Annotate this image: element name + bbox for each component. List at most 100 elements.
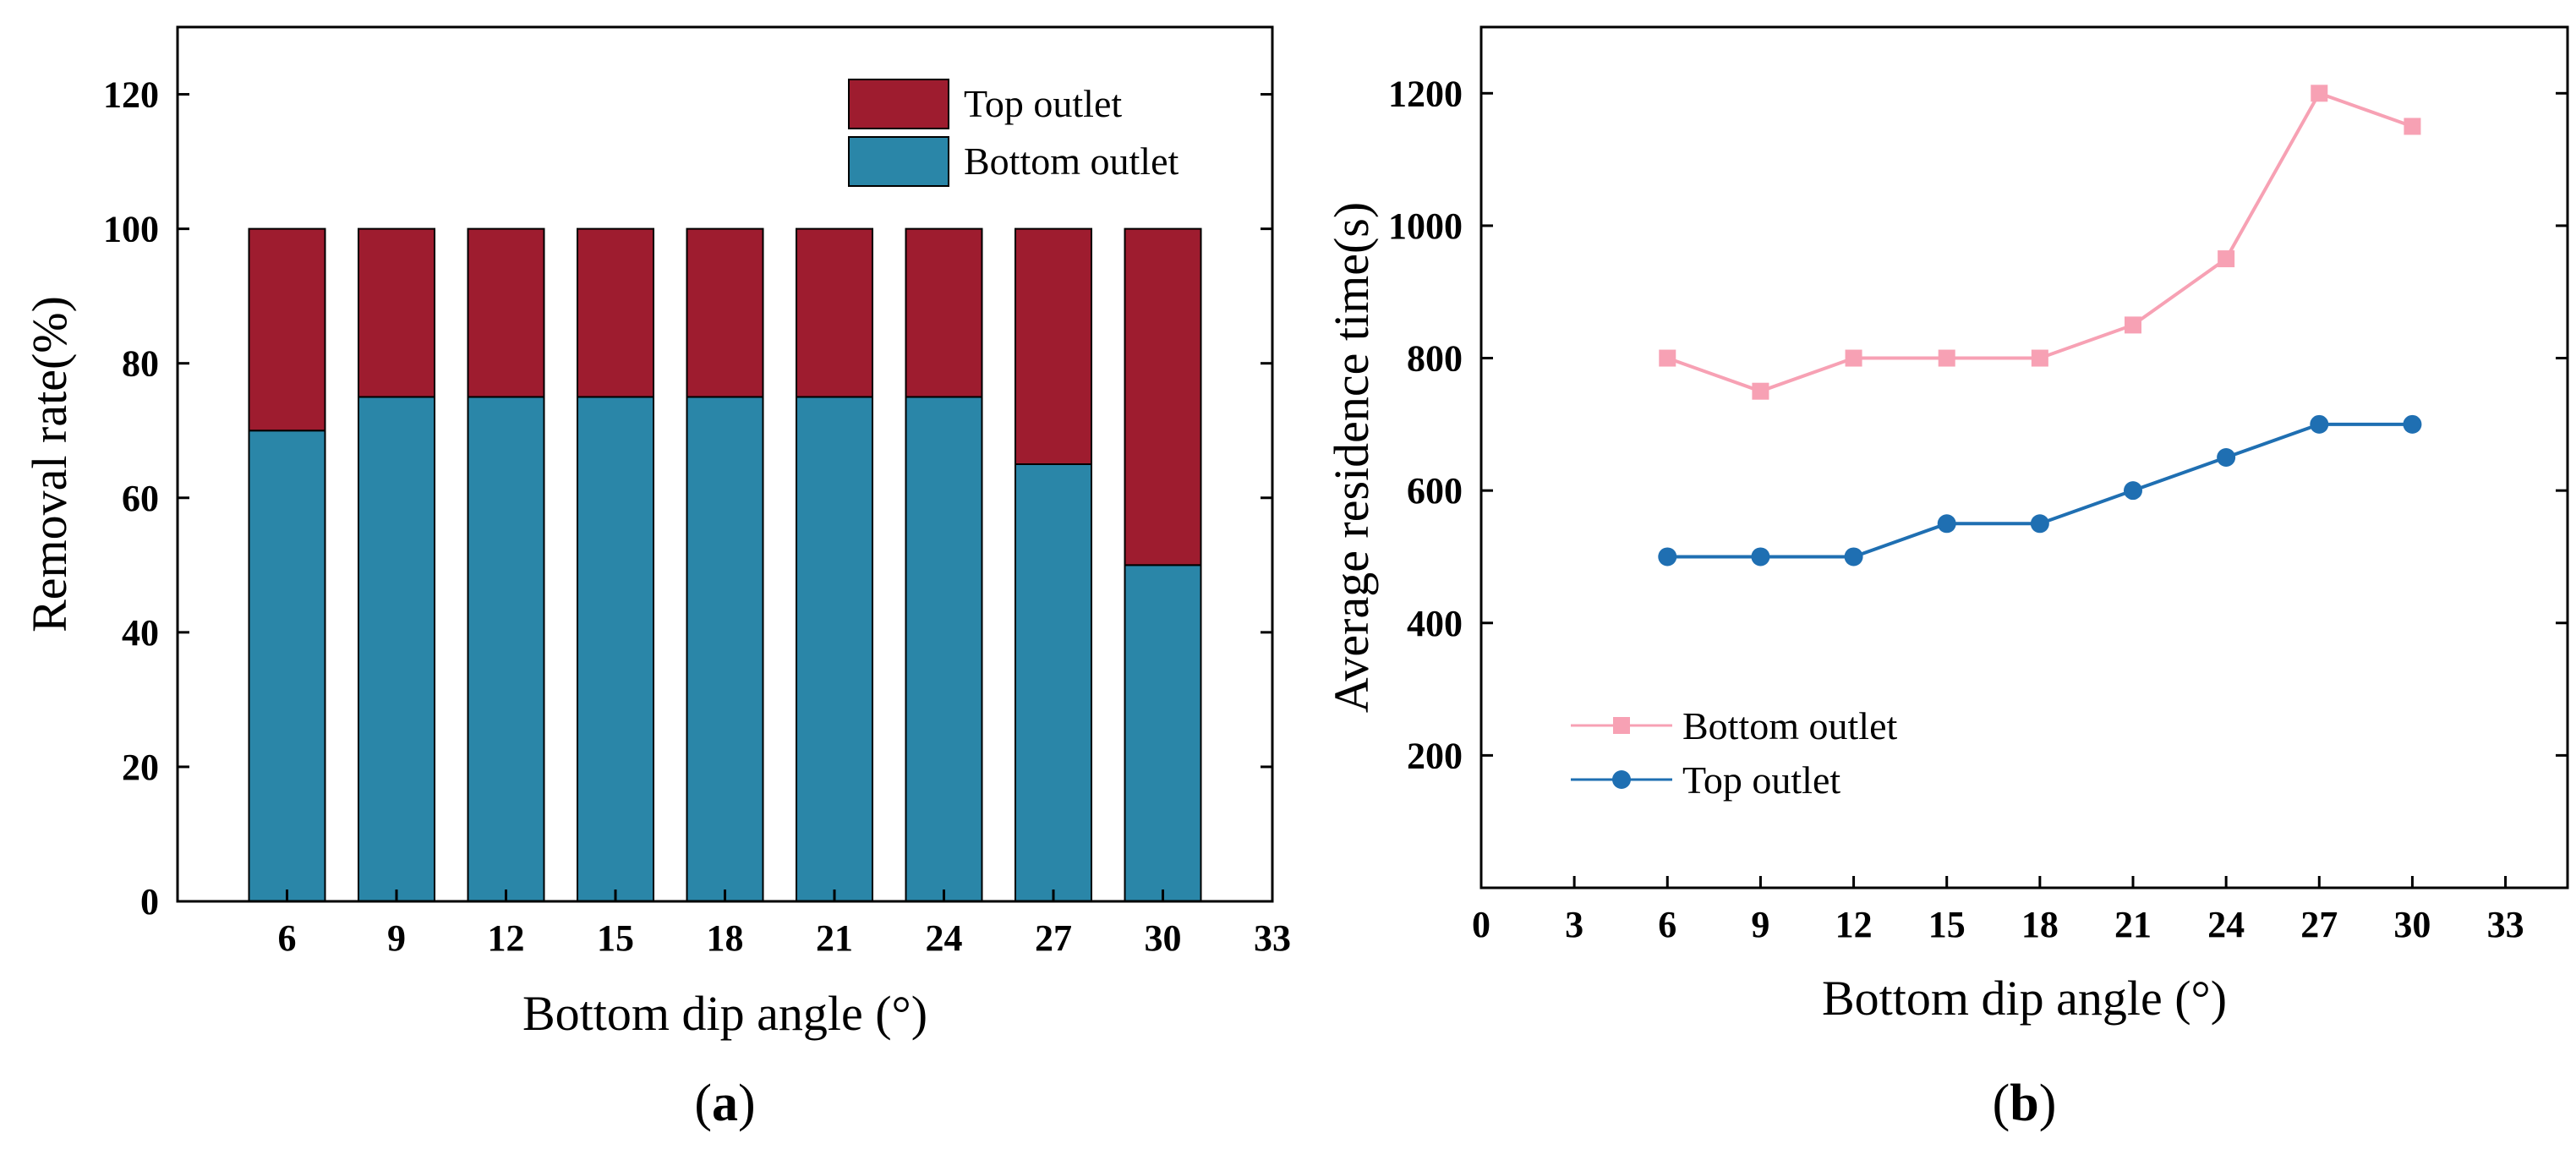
panel-b-legend: Bottom outlet Top outlet [1571, 704, 1898, 802]
bar-bottom-outlet-12 [467, 396, 545, 902]
panel-a-legend: Top outlet Bottom outlet [848, 79, 1179, 187]
x-tick-label-15: 15 [597, 917, 634, 959]
x-tick-label-27: 27 [2300, 904, 2338, 945]
bar-bottom-outlet-21 [796, 396, 873, 902]
x-tick-label-30: 30 [2393, 904, 2431, 945]
point-top-outlet-12 [1844, 547, 1863, 567]
point-top-outlet-9 [1751, 547, 1770, 567]
bar-top-outlet-9 [358, 227, 435, 398]
panel-b-residence-time-chart: 0 3 6 9 12 15 18 21 24 27 30 33 200 400 600 800 1000 120… [1324, 25, 2569, 1132]
panel-a-x-ticks: 6 9 12 15 18 21 24 27 30 33 [278, 890, 1291, 959]
x-tick-label-30: 30 [1145, 917, 1182, 959]
legend-marker-top-outlet [1612, 770, 1631, 789]
x-tick-label-3: 3 [1565, 904, 1583, 945]
bar-top-outlet-15 [577, 227, 654, 398]
bar-top-outlet-30 [1124, 227, 1202, 567]
panel-a-y-ticks: 0 20 40 60 80 100 120 [103, 74, 1272, 922]
x-tick-label-21: 21 [2114, 904, 2152, 945]
point-top-outlet-21 [2124, 481, 2142, 501]
panel-b-label: (b) [1993, 1075, 2057, 1132]
bar-bottom-outlet-15 [577, 396, 654, 902]
panel-a-label: (a) [694, 1075, 755, 1132]
legend-swatch-top-outlet [848, 79, 949, 129]
panel-a-y-axis-title: Removal rate(%) [22, 296, 77, 632]
point-bottom-outlet-21 [2125, 316, 2141, 334]
legend-swatch-bottom-outlet [848, 136, 949, 187]
bar-bottom-outlet-27 [1015, 463, 1092, 902]
point-top-outlet-24 [2217, 448, 2236, 467]
x-tick-label-18: 18 [2021, 904, 2059, 945]
panel-b-series [1658, 85, 2422, 567]
bar-bottom-outlet-6 [248, 430, 326, 902]
point-bottom-outlet-24 [2218, 250, 2235, 268]
point-top-outlet-30 [2403, 414, 2422, 434]
bar-top-outlet-6 [248, 227, 326, 432]
bar-bottom-outlet-30 [1124, 564, 1202, 902]
panel-b-y-axis-title: Average residence time(s) [1324, 202, 1379, 713]
panel-b-label-open: ( [1993, 1075, 2010, 1132]
panel-b-label-letter: b [2010, 1075, 2038, 1132]
point-bottom-outlet-6 [1659, 349, 1676, 367]
panel-b-x-ticks: 0 3 6 9 12 15 18 21 24 27 30 33 [1472, 876, 2524, 945]
x-tick-label-24: 24 [2207, 904, 2245, 945]
legend-label-top-outlet: Top outlet [964, 82, 1122, 125]
point-top-outlet-27 [2310, 414, 2329, 434]
bar-top-outlet-24 [905, 227, 983, 398]
bar-top-outlet-27 [1015, 227, 1092, 465]
x-tick-label-9: 9 [1751, 904, 1769, 945]
point-top-outlet-6 [1658, 547, 1677, 567]
y-tick-label-40: 40 [122, 612, 159, 654]
panel-a-label-open: ( [694, 1075, 712, 1132]
bar-bottom-outlet-18 [686, 396, 764, 902]
bar-top-outlet-12 [467, 227, 545, 398]
series-line-bottom-outlet [1666, 90, 2414, 393]
x-tick-label-12: 12 [488, 917, 525, 959]
y-tick-label-1000: 1000 [1388, 205, 1463, 247]
panel-a-removal-rate-chart: 6 9 12 15 18 21 24 27 30 33 0 20 40 60 80 100 120 Top o… [22, 25, 1291, 1132]
panel-b-plot-frame [1479, 25, 2569, 890]
point-bottom-outlet-30 [2404, 118, 2421, 135]
y-tick-label-400: 400 [1407, 603, 1463, 644]
x-tick-label-0: 0 [1472, 904, 1490, 945]
x-tick-label-33: 33 [2487, 904, 2524, 945]
bar-top-outlet-21 [796, 227, 873, 398]
y-tick-label-120: 120 [103, 74, 159, 116]
x-tick-label-12: 12 [1835, 904, 1873, 945]
y-tick-label-60: 60 [122, 478, 159, 519]
point-bottom-outlet-9 [1752, 382, 1769, 400]
x-tick-label-27: 27 [1035, 917, 1072, 959]
x-tick-label-6: 6 [278, 917, 297, 959]
y-tick-label-600: 600 [1407, 470, 1463, 512]
x-tick-label-9: 9 [387, 917, 406, 959]
point-bottom-outlet-12 [1845, 349, 1862, 367]
y-tick-label-1200: 1200 [1388, 73, 1463, 114]
point-bottom-outlet-15 [1938, 349, 1955, 367]
point-bottom-outlet-18 [2031, 349, 2048, 367]
panel-b-y-ticks: 200 400 600 800 1000 1200 [1388, 73, 2568, 776]
panel-b-x-axis-title: Bottom dip angle (°) [1822, 971, 2227, 1026]
y-tick-label-200: 200 [1407, 735, 1463, 776]
y-tick-label-80: 80 [122, 343, 159, 385]
bar-bottom-outlet-9 [358, 396, 435, 902]
y-tick-label-0: 0 [140, 881, 159, 922]
legend-label-bottom-outlet: Bottom outlet [964, 140, 1179, 183]
legend-label-top-outlet: Top outlet [1682, 758, 1840, 802]
panel-a-label-letter: a [712, 1075, 738, 1132]
y-tick-label-20: 20 [122, 747, 159, 788]
x-tick-label-15: 15 [1928, 904, 1966, 945]
point-top-outlet-18 [2030, 514, 2049, 534]
point-bottom-outlet-27 [2311, 85, 2328, 102]
y-tick-label-100: 100 [103, 209, 159, 250]
y-tick-label-800: 800 [1407, 338, 1463, 380]
legend-marker-bottom-outlet [1613, 717, 1630, 734]
point-top-outlet-15 [1937, 514, 1956, 534]
x-tick-label-24: 24 [926, 917, 963, 959]
bar-bottom-outlet-24 [905, 396, 983, 902]
x-tick-label-33: 33 [1254, 917, 1291, 959]
series-line-top-outlet [1667, 422, 2413, 559]
x-tick-label-6: 6 [1658, 904, 1676, 945]
panel-a-bars [248, 227, 1202, 902]
panel-a-x-axis-title: Bottom dip angle (°) [522, 986, 927, 1041]
bar-top-outlet-18 [686, 227, 764, 398]
